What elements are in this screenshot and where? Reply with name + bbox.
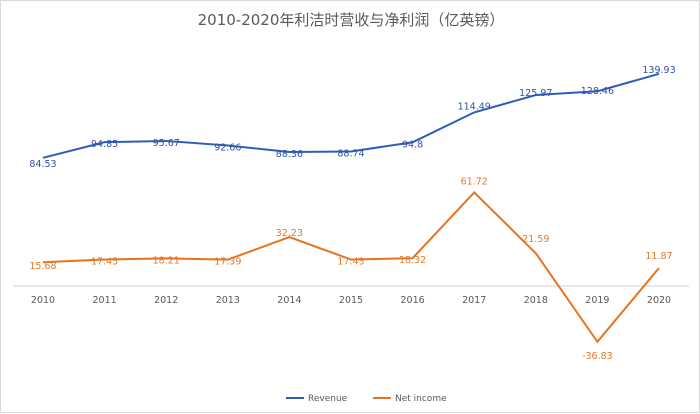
x-tick-label: 2017 (462, 295, 486, 306)
data-label: 11.87 (645, 251, 672, 262)
x-tick-label: 2016 (401, 295, 425, 306)
x-tick-label: 2020 (647, 295, 671, 306)
data-label: -36.83 (582, 351, 613, 362)
legend-item: Net income (373, 394, 447, 404)
data-label: 17.39 (214, 257, 241, 268)
x-tick-label: 2018 (524, 295, 548, 306)
data-label: 18.32 (399, 255, 426, 266)
data-label: 32.23 (276, 228, 303, 239)
legend-label: Net income (395, 394, 447, 404)
data-label: 88.36 (276, 149, 303, 160)
data-label: 15.68 (29, 261, 56, 272)
data-label: 21.59 (522, 234, 549, 245)
x-tick-label: 2013 (216, 295, 240, 306)
x-tick-label: 2019 (585, 295, 609, 306)
data-label: 94.8 (402, 139, 423, 150)
data-label: 17.45 (91, 257, 118, 268)
data-label: 125.97 (519, 88, 552, 99)
data-label: 139.93 (642, 65, 675, 76)
data-label: 92.66 (214, 143, 241, 154)
data-label: 94.85 (91, 139, 118, 150)
series-line-revenue (42, 72, 660, 159)
data-label: 61.72 (461, 176, 488, 187)
x-tick-label: 2012 (154, 295, 178, 306)
data-label: 95.67 (153, 138, 180, 149)
legend-item: Revenue (286, 394, 348, 404)
series-line-net-income (42, 190, 660, 344)
x-tick-label: 2010 (31, 295, 55, 306)
data-label: 128.46 (581, 86, 614, 97)
data-label: 114.49 (458, 101, 491, 112)
data-label: 88.74 (337, 148, 364, 159)
data-label: 17.43 (337, 257, 364, 268)
x-tick-label: 2014 (277, 295, 301, 306)
data-label: 84.53 (29, 159, 56, 170)
x-tick-label: 2011 (93, 295, 117, 306)
legend-label: Revenue (308, 394, 348, 404)
data-label: 18.21 (153, 255, 180, 266)
chart-title: 2010-2020年利洁时营收与净利润（亿英镑） (198, 11, 505, 29)
x-tick-label: 2015 (339, 295, 363, 306)
